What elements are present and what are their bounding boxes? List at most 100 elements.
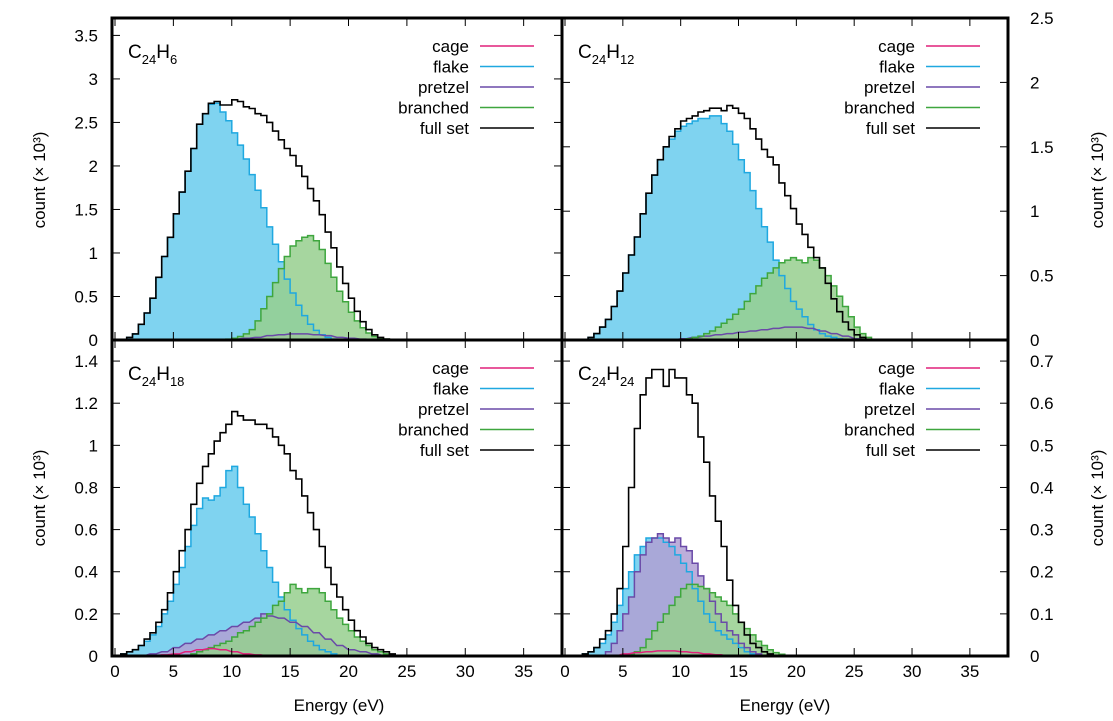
- x-axis-label-left: Energy (eV): [294, 696, 385, 715]
- plot-area: [582, 104, 878, 340]
- legend-label-full-set: full set: [420, 441, 469, 460]
- y-tick-label: 0.2: [74, 605, 98, 624]
- series-line-full-set: [576, 368, 779, 656]
- y-tick-label: 1: [89, 436, 98, 455]
- x-tick-label: 30: [456, 662, 475, 681]
- legend-label-cage: cage: [878, 359, 915, 378]
- y-tick-label: 0.6: [74, 521, 98, 540]
- x-tick-label: 30: [903, 662, 922, 681]
- ticks: 0 5 10 15 20 25 30 35 0 0.1 0.2 0.3 0.4 0.5 0.6 0.7: [560, 340, 1054, 681]
- legend-label-pretzel: pretzel: [418, 400, 469, 419]
- y-tick-label: 0.2: [1030, 563, 1054, 582]
- panel-formula-label: C24H24: [578, 364, 634, 389]
- plot-area: [115, 410, 402, 656]
- series-line-full-set: [120, 99, 396, 340]
- legend-label-full-set: full set: [866, 441, 915, 460]
- y-tick-label: 0.5: [1030, 267, 1054, 286]
- ticks: 0 0.5 1 1.5 2 2.5 3 3.5: [74, 18, 562, 350]
- panel-C24H18: 0 5 10 15 20 25 30 35 0 0.2 0.4 0.6 0.8 1 1.2 1.4 C24H18…: [74, 338, 564, 681]
- series-line-branched: [622, 583, 791, 656]
- y-tick-label: 0.4: [74, 563, 98, 582]
- x-tick-label: 0: [560, 662, 569, 681]
- y-tick-label: 0.7: [1030, 352, 1054, 371]
- series-line-cage: [150, 647, 273, 656]
- y-tick-label: 2.5: [1030, 9, 1054, 28]
- series-fill-flake: [115, 466, 343, 656]
- legend-label-flake: flake: [433, 58, 469, 77]
- y-tick-label: 0.5: [74, 287, 98, 306]
- series-line-full-set: [115, 410, 402, 656]
- y-tick-label: 0.4: [1030, 478, 1054, 497]
- legend-label-full-set: full set: [420, 119, 469, 138]
- y-tick-label: 0.5: [1030, 436, 1054, 455]
- series-fill-branched: [220, 235, 396, 340]
- x-tick-label: 5: [618, 662, 627, 681]
- y-tick-label: 1.5: [74, 200, 98, 219]
- series-line-full-set: [582, 104, 872, 340]
- x-tick-label: 10: [222, 662, 241, 681]
- series-line-pretzel: [138, 613, 390, 656]
- legend-label-branched: branched: [398, 421, 469, 440]
- y-axis-label-bottom-right: count (× 10³): [1088, 450, 1107, 547]
- y-tick-label: 1.4: [74, 352, 98, 371]
- y-tick-label: 1.2: [74, 394, 98, 413]
- y-axis-label-bottom-left: count (× 10³): [30, 450, 49, 547]
- panel-formula-label: C24H18: [128, 364, 184, 389]
- x-tick-label: 10: [671, 662, 690, 681]
- panel-formula-label: C24H6: [128, 42, 177, 67]
- panels-layer: 00.511.522.533.5C24H6cageflakepretzelbra…: [74, 9, 1053, 681]
- legend-label-cage: cage: [432, 37, 469, 56]
- panel-C24H24: 0 5 10 15 20 25 30 35 0 0.1 0.2 0.3 0.4 0.5 0.6 0.7 C24H…: [560, 338, 1054, 681]
- legend-label-branched: branched: [844, 421, 915, 440]
- legend-label-cage: cage: [432, 359, 469, 378]
- y-tick-label: 0: [89, 647, 98, 666]
- y-tick-label: 2: [1030, 73, 1039, 92]
- series-fill-branched: [622, 584, 791, 656]
- y-tick-label: 2.5: [74, 113, 98, 132]
- x-tick-label: 5: [169, 662, 178, 681]
- legend-label-pretzel: pretzel: [864, 400, 915, 419]
- x-tick-label: 35: [960, 662, 979, 681]
- x-axis-label-right: Energy (eV): [740, 696, 831, 715]
- y-axis-label-top-right: count (× 10³): [1088, 132, 1107, 229]
- series-line-pretzel: [599, 533, 768, 656]
- y-tick-label: 0.8: [74, 478, 98, 497]
- legend-label-cage: cage: [878, 37, 915, 56]
- legend-label-pretzel: pretzel: [864, 78, 915, 97]
- y-tick-label: 3.5: [74, 26, 98, 45]
- x-tick-label: 25: [397, 662, 416, 681]
- legend-label-full-set: full set: [866, 119, 915, 138]
- x-tick-label: 25: [845, 662, 864, 681]
- x-tick-label: 0: [110, 662, 119, 681]
- y-tick-label: 3: [89, 70, 98, 89]
- y-tick-label: 1: [1030, 202, 1039, 221]
- y-tick-label: 0.1: [1030, 605, 1054, 624]
- y-tick-label: 0.6: [1030, 394, 1054, 413]
- legend-label-branched: branched: [398, 99, 469, 118]
- y-tick-label: 2: [89, 157, 98, 176]
- x-tick-label: 35: [514, 662, 533, 681]
- legend-label-branched: branched: [844, 99, 915, 118]
- series-line-cage: [611, 650, 733, 656]
- y-tick-label: 1: [89, 244, 98, 263]
- ticks: 0 0.5 1 1.5 2 2.5: [562, 9, 1054, 350]
- x-tick-label: 15: [281, 662, 300, 681]
- x-tick-label: 20: [339, 662, 358, 681]
- y-axis-label-top-left: count (× 10³): [30, 132, 49, 229]
- series-line-branched: [185, 583, 396, 656]
- legend-label-flake: flake: [433, 380, 469, 399]
- legend-label-flake: flake: [879, 58, 915, 77]
- y-tick-label: 1.5: [1030, 138, 1054, 157]
- plot-area: [576, 368, 791, 656]
- x-tick-label: 15: [729, 662, 748, 681]
- y-tick-label: 0: [89, 331, 98, 350]
- legend-label-pretzel: pretzel: [418, 78, 469, 97]
- y-tick-label: 0: [1030, 647, 1039, 666]
